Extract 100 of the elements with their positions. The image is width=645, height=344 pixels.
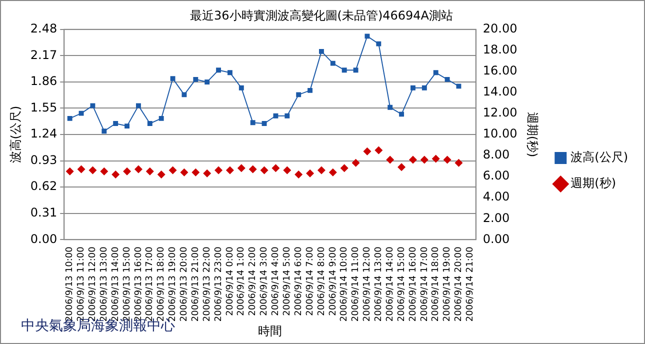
- y-tick-label: 0.93: [30, 152, 58, 167]
- point: [124, 124, 130, 129]
- point: [386, 156, 394, 164]
- point: [398, 163, 406, 172]
- point: [432, 154, 440, 163]
- point: [158, 116, 164, 121]
- point: [157, 170, 166, 178]
- legend-label: 波高(公尺): [570, 150, 628, 164]
- point: [147, 121, 152, 126]
- point: [88, 166, 97, 174]
- point: [374, 146, 383, 154]
- x-tick-label: 2006/9/14 1:00: [236, 246, 247, 316]
- point: [193, 76, 198, 82]
- point: [317, 166, 326, 174]
- y2-tick-label: 2.00: [482, 210, 510, 225]
- y-tick-label: 0.00: [30, 232, 58, 246]
- x-tick-label: 2006/9/13 22:00: [202, 246, 212, 322]
- point: [67, 116, 72, 121]
- point: [192, 168, 200, 176]
- y-axis-title: 波高(公尺): [8, 106, 22, 164]
- point: [216, 68, 222, 73]
- x-tick-label: 2006/9/14 4:00: [271, 246, 282, 316]
- point: [420, 156, 428, 164]
- y2-tick-label: 0.00: [482, 232, 510, 246]
- x-tick-label: 2006/9/13 21:00: [191, 246, 201, 322]
- y-tick-label: 1.24: [30, 126, 58, 141]
- point: [102, 128, 107, 134]
- x-tick-label: 2006/9/14 19:00: [442, 246, 453, 322]
- y2-tick-label: 10.00: [482, 126, 518, 141]
- point: [180, 168, 188, 176]
- point: [308, 88, 313, 93]
- point: [214, 166, 223, 174]
- legend-label: 週期(秒): [570, 176, 616, 190]
- x-tick-label: 2006/9/14 2:00: [248, 246, 258, 316]
- point: [294, 170, 303, 178]
- y2-axis-title: 週期(秒): [525, 112, 540, 158]
- y2-tick-label: 20.00: [482, 22, 518, 36]
- point: [134, 165, 142, 174]
- point: [284, 113, 290, 118]
- point: [78, 110, 84, 116]
- point: [170, 76, 176, 82]
- point: [123, 167, 132, 176]
- x-tick-label: 2006/9/14 21:00: [466, 246, 476, 322]
- y-tick-label: 1.86: [30, 74, 58, 88]
- point: [182, 92, 187, 98]
- point: [318, 48, 324, 54]
- point: [376, 41, 382, 46]
- y2-tick-label: 8.00: [482, 148, 510, 162]
- y-tick-label: 0.31: [30, 206, 58, 220]
- point: [272, 164, 280, 172]
- y2-tick-label: 4.00: [482, 190, 510, 204]
- x-tick-label: 2006/9/14 14:00: [385, 246, 396, 322]
- point: [454, 158, 463, 167]
- x-tick-label: 2006/9/14 6:00: [294, 246, 304, 316]
- point: [422, 85, 427, 90]
- y2-tick-label: 18.00: [482, 42, 518, 57]
- point: [227, 70, 232, 76]
- point: [146, 167, 154, 176]
- x-tick-label: 2006/9/14 16:00: [408, 246, 418, 322]
- point: [273, 113, 278, 118]
- y2-tick-label: 6.00: [482, 168, 510, 183]
- point: [352, 158, 360, 167]
- point: [260, 166, 268, 174]
- y-tick-label: 2.17: [30, 48, 58, 62]
- point: [456, 84, 462, 89]
- x-tick-label: 2006/9/14 11:00: [351, 246, 362, 322]
- x-tick-label: 2006/9/14 9:00: [328, 246, 338, 316]
- x-tick-label: 2006/9/14 12:00: [362, 246, 373, 322]
- point: [340, 164, 348, 172]
- point: [364, 34, 370, 39]
- x-tick-label: 2006/9/14 0:00: [225, 246, 236, 316]
- point: [433, 70, 438, 76]
- x-tick-label: 2006/9/13 23:00: [214, 246, 224, 322]
- x-tick-label: 2006/9/14 7:00: [305, 246, 316, 316]
- point: [204, 79, 210, 84]
- y-tick-label: 1.55: [30, 100, 58, 114]
- point: [408, 156, 417, 164]
- point: [296, 92, 302, 98]
- x-tick-label: 2006/9/14 3:00: [260, 246, 270, 316]
- x-tick-label: 2006/9/14 5:00: [282, 246, 292, 316]
- point: [328, 168, 337, 176]
- point: [90, 103, 96, 108]
- point: [342, 68, 347, 73]
- point: [306, 169, 314, 178]
- point: [136, 103, 141, 108]
- y-tick-label: 0.62: [30, 179, 58, 194]
- point: [283, 166, 292, 174]
- point: [168, 166, 177, 174]
- point: [444, 76, 450, 82]
- x-tick-label: 2006/9/14 13:00: [374, 246, 384, 322]
- point: [77, 165, 86, 174]
- point: [262, 121, 267, 126]
- x-tick-label: 2006/9/14 18:00: [431, 246, 442, 322]
- y2-tick-label: 14.00: [482, 84, 518, 99]
- chart-title: 最近36小時實測波高變化圖(未品管)46694A測站: [190, 8, 454, 22]
- point: [248, 165, 257, 174]
- y2-tick-label: 16.00: [482, 64, 518, 78]
- point: [250, 120, 256, 126]
- point: [203, 169, 212, 178]
- point: [112, 170, 120, 178]
